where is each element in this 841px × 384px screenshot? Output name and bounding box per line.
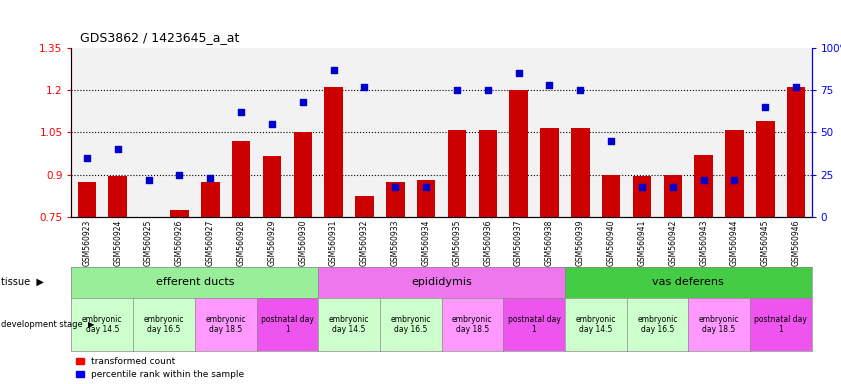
Bar — [571, 128, 590, 217]
Text: GDS3862 / 1423645_a_at: GDS3862 / 1423645_a_at — [80, 31, 240, 44]
Bar — [417, 180, 436, 217]
Point — [172, 172, 186, 178]
Bar — [355, 196, 373, 217]
Point — [635, 184, 648, 190]
Text: development stage  ▶: development stage ▶ — [1, 320, 94, 329]
Point — [265, 121, 278, 127]
Bar — [201, 182, 220, 217]
Bar — [262, 156, 281, 217]
Point — [204, 175, 217, 181]
Point — [420, 184, 433, 190]
Bar — [510, 90, 528, 217]
Text: tissue  ▶: tissue ▶ — [1, 277, 44, 287]
Text: embryonic
day 14.5: embryonic day 14.5 — [575, 315, 616, 334]
Point — [605, 138, 618, 144]
Point — [666, 184, 680, 190]
Bar — [447, 130, 466, 217]
Point — [80, 155, 93, 161]
Text: epididymis: epididymis — [411, 277, 472, 287]
Point — [512, 70, 526, 76]
Bar — [386, 182, 405, 217]
Legend: transformed count, percentile rank within the sample: transformed count, percentile rank withi… — [76, 357, 245, 379]
Text: embryonic
day 18.5: embryonic day 18.5 — [205, 315, 246, 334]
Bar — [232, 141, 251, 217]
Text: embryonic
day 14.5: embryonic day 14.5 — [82, 315, 123, 334]
Bar — [294, 132, 312, 217]
Point — [790, 84, 803, 90]
Text: embryonic
day 14.5: embryonic day 14.5 — [329, 315, 369, 334]
Point — [727, 177, 741, 183]
Bar — [787, 88, 806, 217]
Bar — [540, 128, 558, 217]
Point — [296, 99, 309, 105]
Text: embryonic
day 16.5: embryonic day 16.5 — [144, 315, 184, 334]
Point — [574, 87, 587, 93]
Bar — [108, 176, 127, 217]
Bar — [602, 175, 621, 217]
Point — [542, 82, 556, 88]
Point — [357, 84, 371, 90]
Text: embryonic
day 16.5: embryonic day 16.5 — [637, 315, 678, 334]
Point — [142, 177, 156, 183]
Point — [235, 109, 248, 115]
Text: postnatal day
1: postnatal day 1 — [261, 315, 314, 334]
Point — [450, 87, 463, 93]
Text: efferent ducts: efferent ducts — [156, 277, 234, 287]
Point — [697, 177, 711, 183]
Text: postnatal day
1: postnatal day 1 — [754, 315, 807, 334]
Text: embryonic
day 18.5: embryonic day 18.5 — [452, 315, 493, 334]
Point — [389, 184, 402, 190]
Text: vas deferens: vas deferens — [653, 277, 724, 287]
Bar — [77, 182, 96, 217]
Point — [327, 67, 341, 73]
Bar — [756, 121, 775, 217]
Bar — [632, 176, 651, 217]
Text: embryonic
day 16.5: embryonic day 16.5 — [390, 315, 431, 334]
Point — [481, 87, 495, 93]
Text: embryonic
day 18.5: embryonic day 18.5 — [699, 315, 739, 334]
Bar — [170, 210, 188, 217]
Point — [111, 146, 124, 152]
Bar — [725, 130, 743, 217]
Bar — [695, 155, 713, 217]
Bar — [325, 88, 343, 217]
Text: postnatal day
1: postnatal day 1 — [508, 315, 560, 334]
Point — [759, 104, 772, 110]
Bar — [664, 175, 682, 217]
Bar — [479, 130, 497, 217]
